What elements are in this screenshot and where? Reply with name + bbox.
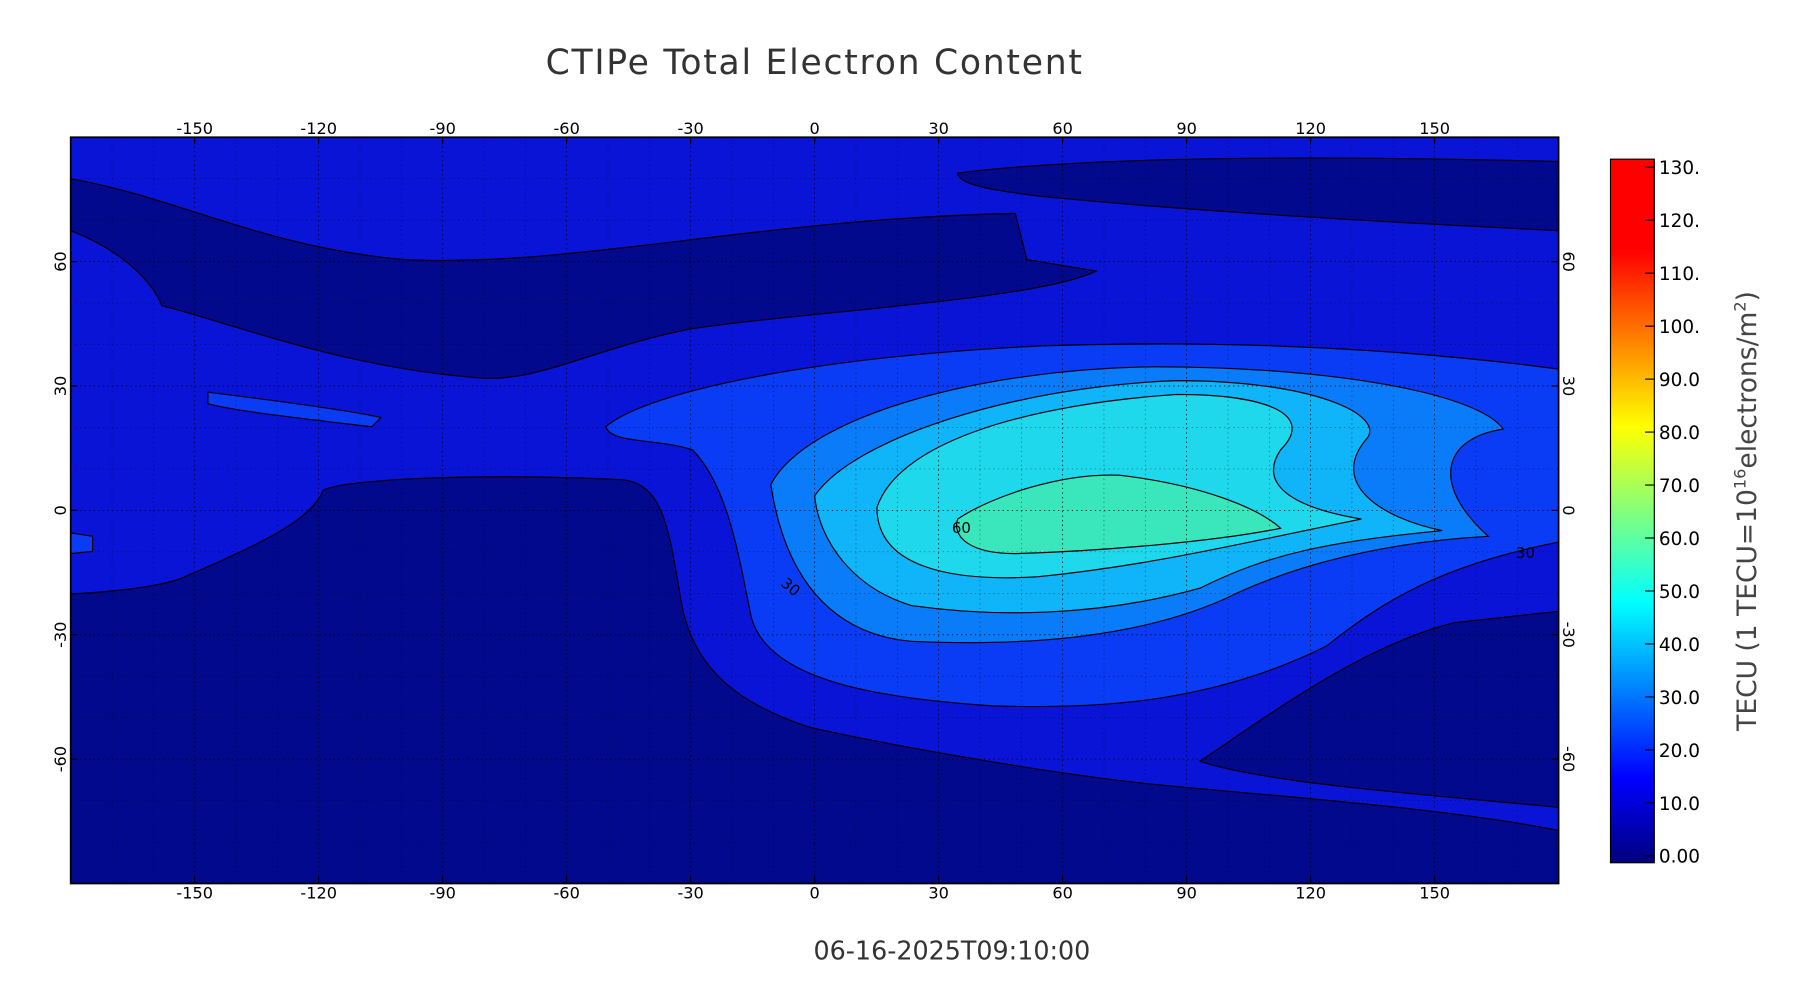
colorbar-tick-label: 20.0 <box>1659 741 1700 762</box>
label-text: electrons/m <box>1732 312 1763 469</box>
colorbar-tick-label: 0.00 <box>1659 847 1700 868</box>
contour-fill <box>70 476 1559 884</box>
x-tick-label: 150 <box>1419 119 1450 138</box>
x-tick-label: -120 <box>300 884 337 903</box>
contour-fill <box>207 391 383 428</box>
colorbar-tick-label: 90.0 <box>1659 370 1700 391</box>
x-tick-label: -150 <box>176 119 213 138</box>
superscript: 2 <box>1730 301 1749 311</box>
y-tick-label: 30 <box>1559 376 1578 397</box>
y-tick-label: 60 <box>51 251 70 272</box>
title: CTIPe Total Electron Content <box>546 43 1084 83</box>
x-tick-label: 60 <box>1052 119 1073 138</box>
y-tick-label: 60 <box>1559 251 1578 272</box>
x-tick-label: -60 <box>553 884 579 903</box>
colorbar-tick-label: 60.0 <box>1659 529 1700 550</box>
contour-label: 60 <box>952 519 971 537</box>
x-tick-label: 120 <box>1295 119 1326 138</box>
colorbar-tick-label: 80.0 <box>1659 423 1700 444</box>
contour-fill <box>70 178 1098 379</box>
contour-fill <box>956 474 1282 555</box>
y-tick-label: -30 <box>1559 622 1578 648</box>
x-tick-label: -150 <box>176 884 213 903</box>
x-tick-label: 30 <box>928 119 949 138</box>
contour-fill <box>70 532 94 555</box>
x-tick-label: 60 <box>1052 884 1073 903</box>
colorbar <box>1609 158 1655 864</box>
colorbar-tick-label: 130. <box>1659 158 1700 179</box>
x-tick-label: -90 <box>430 884 456 903</box>
superscript: 16 <box>1730 469 1749 490</box>
contour-label: 30 <box>1516 544 1535 562</box>
grid <box>70 137 1559 884</box>
colorbar-tick-label: 70.0 <box>1659 476 1700 497</box>
colorbar-tick-label: 100. <box>1659 317 1700 338</box>
label-text: TECU (1 TECU=10 <box>1732 489 1763 732</box>
timestamp: 06-16-2025T09:10:00 <box>814 936 1091 966</box>
y-tick-label: -60 <box>1559 746 1578 772</box>
x-tick-label: 90 <box>1176 119 1197 138</box>
y-tick-label: -30 <box>51 622 70 648</box>
y-tick-label: 0 <box>51 505 70 515</box>
colorbar-tick-label: 110. <box>1659 264 1700 285</box>
x-tick-label: 150 <box>1419 884 1450 903</box>
x-tick-label: 90 <box>1176 884 1197 903</box>
colorbar-tick-label: 120. <box>1659 211 1700 232</box>
x-tick-label: -120 <box>300 119 337 138</box>
y-tick-label: 0 <box>1559 505 1578 515</box>
contours: 60 30 30 <box>70 137 1559 884</box>
contour-fill <box>957 157 1559 232</box>
colorbar-tick-label: 10.0 <box>1659 794 1700 815</box>
y-tick-label: -60 <box>51 746 70 772</box>
contour-fill <box>1198 610 1559 808</box>
x-tick-label: 0 <box>810 119 820 138</box>
colorbar-tick-label: 40.0 <box>1659 635 1700 656</box>
x-tick-label: 0 <box>810 884 820 903</box>
x-tick-label: -30 <box>677 884 703 903</box>
x-tick-label: 30 <box>928 884 949 903</box>
x-tick-label: -90 <box>430 119 456 138</box>
x-tick-label: 120 <box>1295 884 1326 903</box>
colorbar-label: TECU (1 TECU=1016electrons/m2) <box>1730 291 1762 732</box>
x-tick-label: -60 <box>553 119 579 138</box>
y-tick-label: 30 <box>51 376 70 397</box>
x-tick-label: -30 <box>677 119 703 138</box>
colorbar-tick-label: 50.0 <box>1659 582 1700 603</box>
label-text: ) <box>1732 291 1763 301</box>
colorbar-tick-label: 30.0 <box>1659 688 1700 709</box>
